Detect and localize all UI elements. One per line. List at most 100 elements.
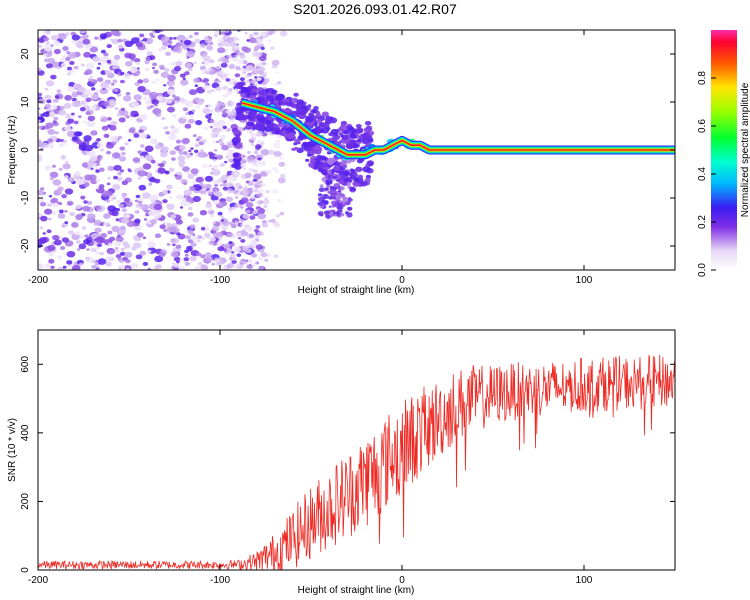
speckle — [145, 67, 150, 72]
speckle — [49, 171, 59, 178]
speckle — [226, 181, 234, 188]
speckle — [259, 31, 267, 37]
speckle — [315, 111, 321, 115]
speckle — [188, 206, 193, 211]
speckle — [254, 189, 259, 193]
speckle — [240, 239, 246, 243]
speckle — [158, 163, 165, 168]
speckle — [195, 120, 203, 126]
speckle — [333, 213, 338, 217]
speckle — [234, 203, 241, 209]
speckle — [174, 65, 182, 72]
speckle — [324, 117, 332, 123]
speckle — [349, 168, 355, 173]
speckle — [338, 202, 343, 206]
speckle — [327, 159, 334, 165]
speckle — [221, 266, 228, 270]
speckle — [160, 71, 170, 78]
speckle — [277, 177, 286, 184]
speckle — [179, 73, 186, 78]
speckle — [261, 61, 267, 66]
speckle — [235, 66, 241, 71]
snr-background — [38, 330, 675, 570]
speckle — [102, 101, 110, 107]
speckle — [320, 127, 330, 134]
speckle — [247, 233, 255, 239]
speckle — [136, 232, 144, 238]
speckle — [91, 264, 97, 269]
speckle — [170, 127, 180, 134]
speckle — [142, 163, 152, 170]
speckle — [218, 239, 222, 242]
speckle — [85, 62, 95, 69]
speckle — [250, 140, 254, 143]
speckle — [294, 138, 301, 144]
speckle — [67, 86, 75, 92]
speckle — [58, 209, 64, 214]
speckle — [174, 267, 179, 270]
speckle — [249, 241, 258, 248]
speckle — [38, 67, 42, 72]
speckle — [333, 176, 337, 179]
speckle — [91, 105, 97, 110]
speckle — [61, 33, 66, 37]
speckle — [73, 120, 79, 125]
speckle — [227, 263, 234, 269]
speckle — [153, 69, 159, 74]
speckle — [191, 109, 196, 113]
speckle — [57, 266, 65, 270]
speckle — [203, 35, 209, 41]
speckle — [50, 176, 54, 180]
speckle — [125, 214, 131, 219]
speckle — [53, 98, 59, 103]
speckle — [44, 87, 49, 91]
speckle — [176, 260, 180, 264]
speckle — [144, 145, 154, 153]
speckle — [242, 155, 246, 158]
speckle — [232, 257, 237, 261]
speckle — [83, 71, 89, 76]
speckle — [184, 261, 191, 266]
speckle — [194, 84, 198, 87]
speckle — [117, 44, 124, 49]
speckle — [162, 199, 168, 204]
speckle — [342, 197, 349, 203]
speckle — [163, 228, 168, 232]
speckle — [98, 184, 105, 189]
speckle — [239, 259, 248, 265]
speckle — [252, 169, 259, 174]
speckle — [107, 124, 112, 128]
speckle — [78, 262, 84, 267]
speckle — [39, 202, 47, 207]
speckle — [182, 137, 190, 144]
speckle — [152, 62, 158, 67]
speckle — [95, 251, 100, 255]
speckle — [61, 225, 65, 228]
speckle — [327, 174, 334, 180]
speckle — [71, 136, 79, 142]
speckle — [231, 223, 237, 228]
speckle — [216, 101, 222, 106]
speckle — [142, 192, 151, 200]
speckle — [222, 103, 226, 107]
speckle — [209, 211, 214, 214]
speckle — [88, 174, 97, 181]
speckle — [247, 151, 251, 154]
speckle — [38, 70, 45, 76]
speckle — [217, 202, 223, 207]
speckle — [154, 217, 159, 221]
speckle — [286, 132, 296, 139]
speckle — [86, 216, 95, 223]
speckle — [137, 85, 146, 93]
speckle — [256, 56, 260, 60]
speckle — [176, 194, 184, 200]
speckle — [106, 182, 111, 186]
speckle — [59, 155, 67, 161]
speckle — [267, 39, 272, 43]
speckle — [252, 92, 257, 96]
speckle — [170, 251, 179, 258]
speckle — [270, 89, 278, 95]
speckle — [225, 155, 229, 159]
speckle — [170, 237, 180, 245]
